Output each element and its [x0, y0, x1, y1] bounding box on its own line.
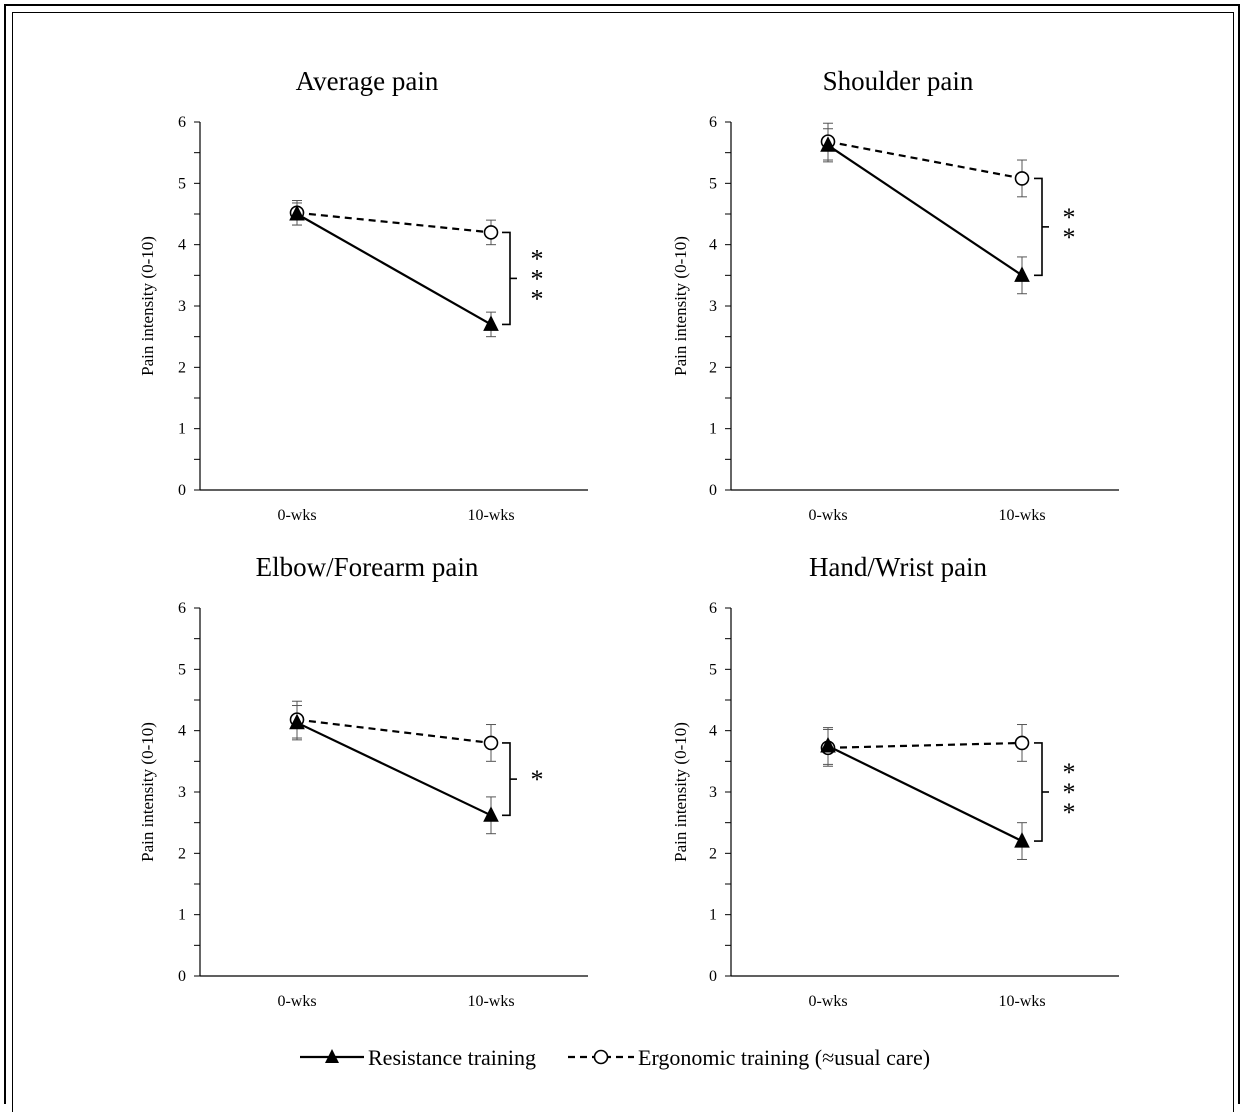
legend-marker-ergonomic — [593, 1049, 609, 1065]
significance-star: * — [1063, 223, 1076, 252]
y-tick-label: 3 — [709, 784, 717, 801]
y-tick-label: 5 — [709, 661, 717, 678]
series-line-ergonomic — [827, 140, 1023, 180]
chart-title: Hand/Wrist pain — [809, 552, 988, 582]
significance-star: * — [531, 765, 544, 794]
significance-bracket — [502, 742, 511, 817]
x-tick-label: 0-wks — [277, 993, 316, 1010]
chart-panel-2: Shoulder pain 0 1 2 3 4 5 6 Pain intensity (0-10… — [671, 66, 1119, 524]
y-tick-label: 4 — [709, 723, 717, 740]
y-tick-label: 0 — [178, 482, 186, 499]
chart-title: Elbow/Forearm pain — [256, 552, 479, 582]
data-point-resistance — [483, 806, 499, 822]
significance-star: * — [531, 284, 544, 313]
y-tick-label: 1 — [178, 421, 186, 438]
data-point-resistance — [820, 136, 836, 152]
significance-star: * — [1063, 798, 1076, 827]
y-tick-label: 3 — [709, 298, 717, 315]
x-tick-label: 10-wks — [998, 507, 1045, 524]
y-tick-label: 5 — [709, 175, 717, 192]
y-tick-label: 5 — [178, 175, 186, 192]
significance-bracket — [1034, 177, 1043, 277]
y-tick-label: 6 — [178, 600, 186, 617]
series-line-resistance — [296, 721, 492, 817]
significance-label: * — [531, 765, 544, 794]
x-tick-label: 10-wks — [467, 993, 514, 1010]
significance-star: * — [531, 264, 544, 293]
series-line-ergonomic — [296, 718, 492, 745]
y-tick-label: 0 — [178, 968, 186, 985]
data-point-ergonomic — [1014, 171, 1030, 186]
data-point-ergonomic — [483, 225, 499, 240]
x-tick-label: 0-wks — [277, 507, 316, 524]
y-axis-label: Pain intensity (0-10) — [138, 722, 157, 862]
y-tick-label: 0 — [709, 968, 717, 985]
significance-label: * * * — [531, 244, 544, 313]
y-tick-label: 2 — [178, 845, 186, 862]
significance-star: * — [531, 244, 544, 273]
significance-star: * — [1063, 203, 1076, 232]
chart-panel-3: Elbow/Forearm pain 0 1 2 3 4 5 6 Pain intensity … — [138, 552, 588, 1010]
significance-star: * — [1063, 758, 1076, 787]
y-tick-label: 1 — [178, 907, 186, 924]
y-tick-label: 4 — [178, 723, 186, 740]
data-point-resistance — [483, 315, 499, 331]
legend-label-resistance: Resistance training — [368, 1045, 536, 1070]
y-tick-label: 1 — [709, 421, 717, 438]
legend: Resistance training Ergonomic training (≈… — [300, 1045, 930, 1070]
data-point-resistance — [1014, 266, 1030, 282]
y-axis-label: Pain intensity (0-10) — [671, 236, 690, 376]
x-tick-label: 10-wks — [467, 507, 514, 524]
y-tick-label: 4 — [709, 237, 717, 254]
significance-star: * — [1063, 778, 1076, 807]
data-point-ergonomic — [483, 735, 499, 751]
data-point-resistance — [289, 713, 305, 730]
figure-outer-border — [4, 4, 1240, 1104]
x-tick-label: 0-wks — [808, 507, 847, 524]
y-tick-label: 1 — [709, 907, 717, 924]
significance-bracket — [1034, 742, 1043, 842]
y-tick-label: 5 — [178, 661, 186, 678]
y-axis-label: Pain intensity (0-10) — [138, 236, 157, 376]
y-tick-label: 3 — [178, 298, 186, 315]
series-line-resistance — [827, 745, 1023, 843]
y-tick-label: 2 — [709, 359, 717, 376]
y-tick-label: 2 — [709, 845, 717, 862]
significance-bracket — [502, 231, 511, 326]
series-line-ergonomic — [296, 211, 492, 234]
data-point-resistance — [289, 204, 305, 221]
significance-label: * * — [1063, 203, 1076, 252]
series-line-resistance — [827, 144, 1023, 277]
chart-title: Shoulder pain — [823, 66, 974, 96]
y-tick-label: 3 — [178, 784, 186, 801]
y-tick-label: 0 — [709, 482, 717, 499]
y-tick-label: 6 — [709, 600, 717, 617]
legend-label-ergonomic: Ergonomic training (≈usual care) — [638, 1045, 930, 1070]
y-tick-label: 6 — [178, 114, 186, 131]
y-tick-label: 4 — [178, 237, 186, 254]
y-axis-label: Pain intensity (0-10) — [671, 722, 690, 862]
y-tick-label: 2 — [178, 359, 186, 376]
data-point-ergonomic — [1014, 735, 1030, 751]
chart-title: Average pain — [296, 66, 439, 96]
y-tick-label: 6 — [709, 114, 717, 131]
x-tick-label: 0-wks — [808, 993, 847, 1010]
legend-marker-resistance — [325, 1049, 339, 1063]
chart-panel-1: Average pain 0 1 2 3 4 5 6 Pain intensity (0-10)… — [138, 66, 588, 524]
figure-inner-border — [12, 12, 1234, 1112]
significance-label: * * * — [1063, 758, 1076, 827]
x-tick-label: 10-wks — [998, 993, 1045, 1010]
series-line-resistance — [296, 213, 492, 326]
chart-panel-4: Hand/Wrist pain 0 1 2 3 4 5 6 Pain intensity (0-… — [671, 552, 1119, 1010]
data-point-resistance — [820, 736, 836, 753]
series-line-ergonomic — [827, 741, 1023, 749]
data-point-resistance — [1014, 831, 1030, 848]
